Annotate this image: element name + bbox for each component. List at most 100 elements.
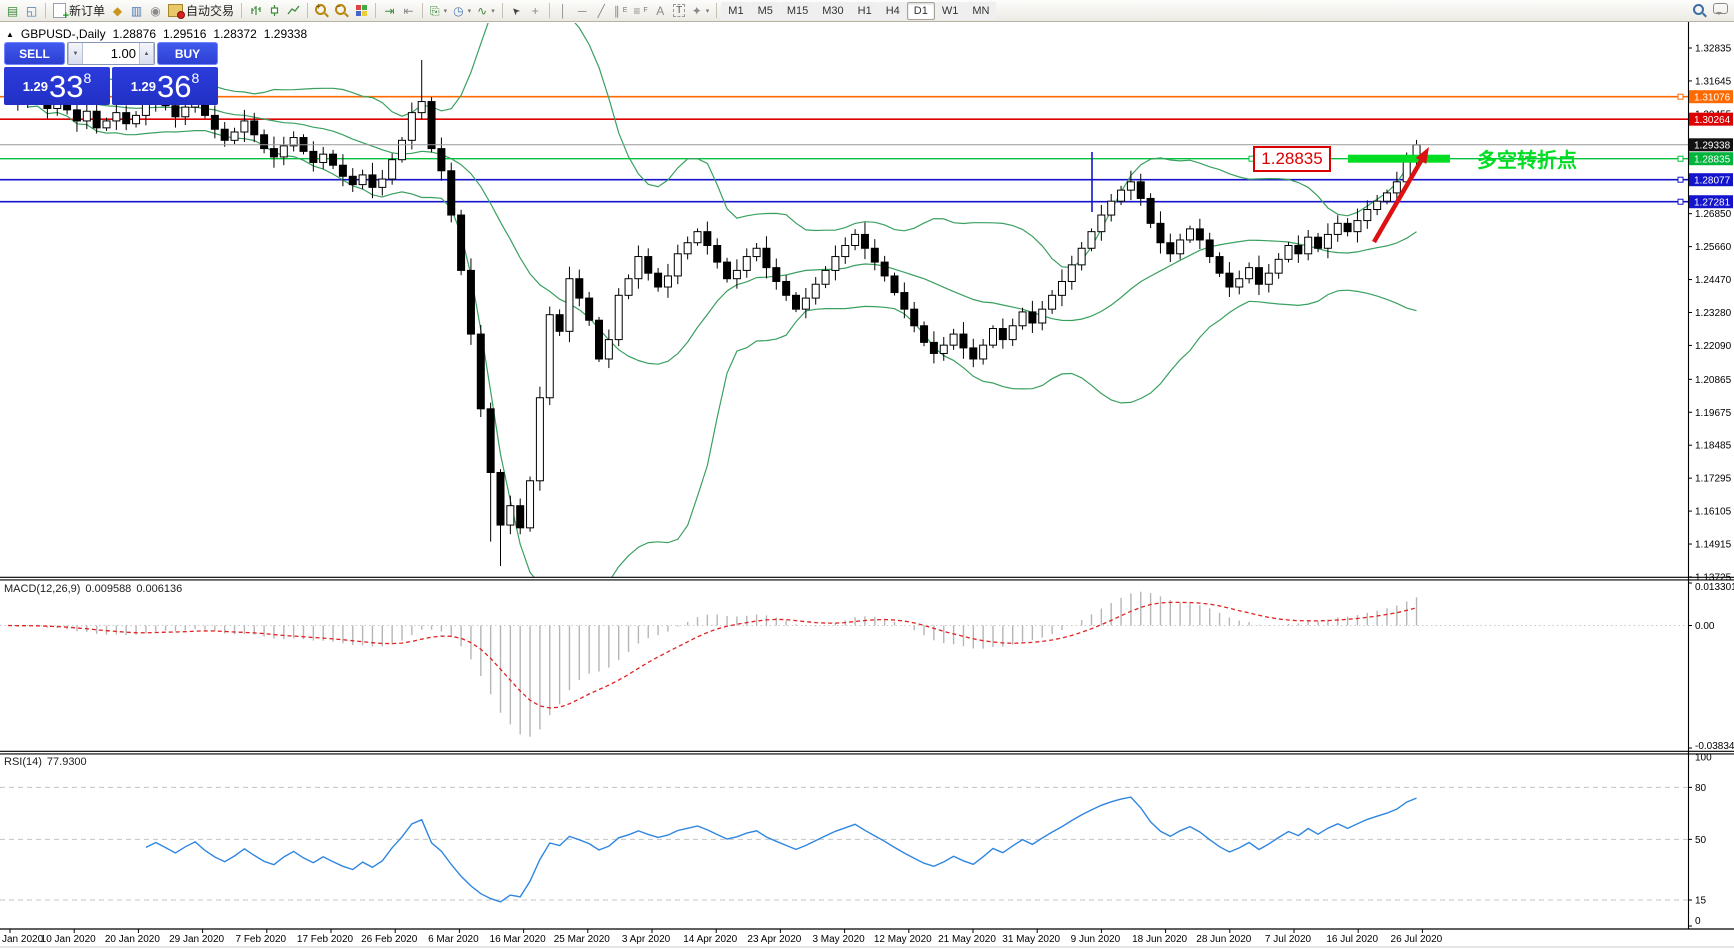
candle (348, 175, 357, 186)
cursor-button[interactable]: ➤ (507, 1, 526, 20)
buy-price-pip: 8 (191, 70, 200, 86)
sell-price[interactable]: 1.29 33 8 (4, 67, 110, 105)
search-icon (1693, 3, 1704, 15)
tab-timeframe-m30[interactable]: M30 (815, 1, 851, 20)
candle (457, 214, 466, 271)
line-handle[interactable] (1677, 176, 1684, 183)
trend-arrow-object[interactable] (1372, 159, 1423, 244)
rsi-value: 77.9300 (46, 756, 87, 768)
chat-button[interactable] (1710, 1, 1731, 20)
candle (1117, 189, 1126, 202)
tab-timeframe-m15[interactable]: M15 (779, 1, 816, 20)
volume-increase-button[interactable]: ▲ (139, 43, 154, 64)
data-window-button[interactable]: ◱ (22, 1, 41, 20)
candle (486, 408, 495, 473)
text-tool-button[interactable]: A (651, 1, 670, 20)
zoom-in-button[interactable]: + (312, 1, 332, 20)
templates-button[interactable]: ⎘ ▾ (427, 1, 450, 20)
bar-chart-button[interactable] (246, 1, 265, 20)
chart-shift-button[interactable]: ⇤ (399, 1, 418, 20)
fibonacci-button[interactable]: ≡ F (630, 1, 650, 20)
history-center-button[interactable]: ◆ (108, 1, 127, 20)
indicators-icon: ∿ (477, 3, 488, 18)
volume-decrease-button[interactable]: ▼ (68, 43, 83, 64)
trend-arrow-head[interactable] (1415, 147, 1429, 164)
tab-timeframe-d1[interactable]: D1 (906, 1, 935, 20)
chevron-down-icon: ▾ (705, 7, 710, 15)
candle (969, 347, 978, 360)
tab-timeframe-m5[interactable]: M5 (750, 1, 780, 20)
fibonacci-icon: ≡ (633, 3, 641, 18)
date-label: 26 Feb 2020 (361, 934, 418, 945)
buy-button[interactable]: BUY (157, 42, 218, 65)
candle (565, 278, 574, 332)
macd-signal-line (7, 601, 1417, 709)
line-chart-button[interactable] (284, 1, 303, 20)
tab-timeframe-mn[interactable]: MN (965, 1, 997, 20)
indicators-button[interactable]: ∿ ▾ (474, 1, 498, 20)
candle (1126, 181, 1135, 191)
panel-collapse-icon[interactable]: ▲ (6, 29, 14, 39)
sell-button[interactable]: SELL (4, 42, 65, 65)
trend-bar-object[interactable] (1348, 154, 1450, 163)
tab-timeframe-m1[interactable]: M1 (721, 1, 751, 20)
tab-timeframe-h1[interactable]: H1 (850, 1, 879, 20)
signals-button[interactable]: ◉ (146, 1, 165, 20)
clock-icon: ◷ (453, 3, 464, 18)
ohlc-high: 1.29516 (163, 27, 207, 41)
vertical-line-button[interactable]: │ (554, 1, 573, 20)
toolbar-separator (548, 3, 550, 18)
price-level-annotation[interactable]: 1.28835 (1253, 146, 1331, 172)
search-button[interactable] (1690, 1, 1710, 20)
line-handle[interactable] (1677, 198, 1684, 205)
candle (595, 319, 603, 360)
candle (132, 114, 141, 125)
trendline-button[interactable]: ╱ (592, 1, 611, 20)
tab-timeframe-h4[interactable]: H4 (878, 1, 907, 20)
candle (230, 131, 239, 141)
channel-button[interactable]: ∥ E (611, 1, 631, 20)
zoom-out-button[interactable]: − (332, 1, 352, 20)
autotrading-button[interactable]: 自动交易 (165, 1, 237, 20)
price-badge-label: 1.27281 (1694, 198, 1731, 209)
candle (1343, 222, 1352, 233)
auto-scroll-button[interactable]: ⇥ (380, 1, 399, 20)
bollinger-middle-band (27, 90, 1417, 365)
line-handle[interactable] (1677, 93, 1684, 100)
text-label-button[interactable]: T (670, 1, 689, 20)
chat-icon (1713, 3, 1728, 15)
candle (181, 106, 190, 118)
buy-price[interactable]: 1.29 36 8 (112, 67, 218, 105)
horizontal-line-button[interactable]: ─ (573, 1, 592, 20)
crosshair-button[interactable]: + (526, 1, 545, 20)
candle (171, 105, 180, 118)
line-chart-icon (287, 5, 300, 15)
crosshair-icon: + (531, 3, 539, 18)
candle (378, 178, 387, 188)
periods-button[interactable]: ◷ ▾ (450, 1, 474, 20)
candle (801, 297, 810, 310)
price-tick-label: 1.18485 (1695, 441, 1732, 452)
buy-price-prefix: 1.29 (130, 78, 157, 94)
new-order-button[interactable]: 新订单 (50, 1, 108, 22)
charts-list-button[interactable]: ▤ (3, 1, 22, 20)
tile-windows-button[interactable] (352, 1, 371, 20)
line-handle[interactable] (1677, 155, 1684, 162)
arrows-button[interactable]: ✦ ▾ (689, 1, 713, 20)
date-label: 16 Jul 2020 (1326, 934, 1378, 945)
volume-input[interactable] (83, 43, 139, 64)
tab-timeframe-w1[interactable]: W1 (934, 1, 966, 20)
rsi-line (145, 796, 1417, 903)
candle (742, 256, 751, 271)
candle (1186, 228, 1194, 241)
new-order-label: 新订单 (69, 4, 106, 18)
date-label: 7 Feb 2020 (235, 934, 286, 945)
terminal-button[interactable]: ▥ (127, 1, 146, 20)
candle (1107, 200, 1116, 216)
candle (112, 112, 121, 122)
rsi-tick-label: 15 (1695, 896, 1707, 907)
note-annotation[interactable]: 多空转折点 (1477, 150, 1577, 172)
price-badge-label: 1.29338 (1694, 141, 1731, 152)
candlestick-chart-button[interactable] (265, 1, 284, 20)
price-tick-label: 1.26850 (1695, 209, 1732, 220)
